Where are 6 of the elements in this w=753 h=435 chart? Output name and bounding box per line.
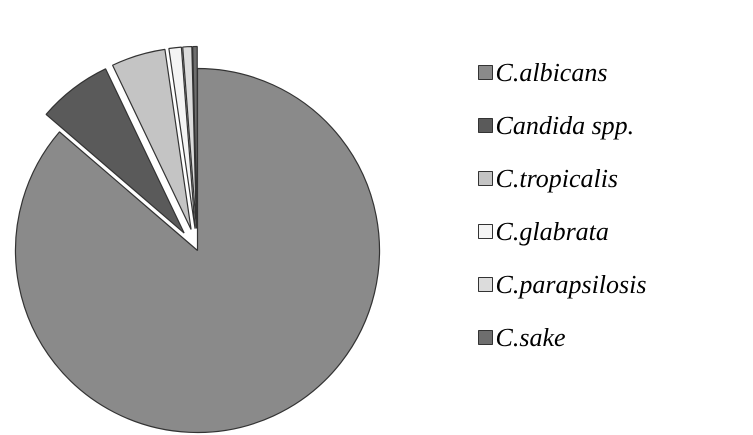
legend-label: C.albicans — [496, 58, 608, 87]
legend-label: C.sake — [496, 323, 566, 352]
legend-label: C.parapsilosis — [496, 270, 646, 299]
legend-label: Candida spp. — [496, 111, 634, 140]
legend-label: C.glabrata — [496, 217, 609, 246]
legend-label: C.tropicalis — [496, 164, 618, 193]
